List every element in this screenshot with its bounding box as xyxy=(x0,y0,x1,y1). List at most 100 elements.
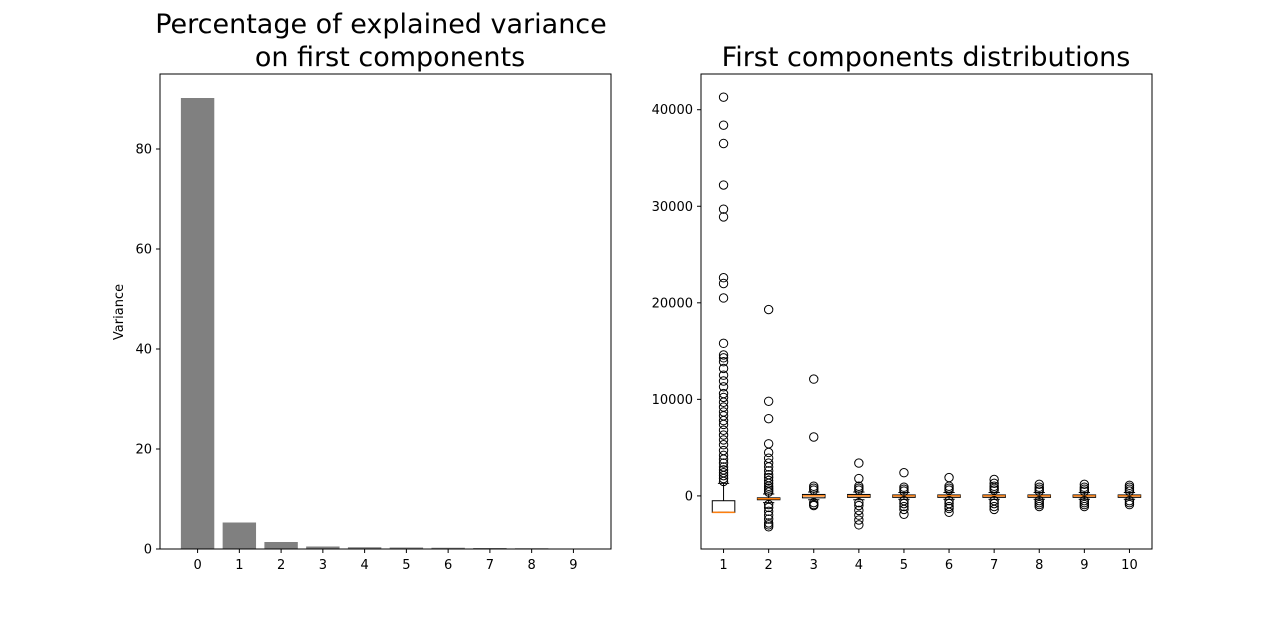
outlier-point xyxy=(718,370,729,380)
bar-6 xyxy=(431,547,465,549)
bar-1 xyxy=(222,522,257,549)
y-tick-label-60: 60 xyxy=(135,243,152,258)
x-tick-label-3: 3 xyxy=(810,558,818,573)
outlier-point xyxy=(944,496,954,506)
outlier-point xyxy=(989,483,999,493)
outlier-point xyxy=(718,473,729,484)
outlier-point xyxy=(718,350,729,360)
outlier-point xyxy=(763,466,774,476)
outlier-point xyxy=(854,520,864,530)
x-tick-label-5: 5 xyxy=(900,558,908,573)
outlier-point xyxy=(899,509,909,519)
outlier-point xyxy=(763,487,774,497)
box-10 xyxy=(1117,480,1142,510)
outlier-point xyxy=(854,515,864,525)
outlier-point xyxy=(718,419,729,430)
outlier-point xyxy=(718,293,729,303)
outlier-point xyxy=(718,357,729,367)
iqr-box xyxy=(711,500,736,513)
outlier-point xyxy=(1079,486,1090,496)
x-tick-label-1: 1 xyxy=(235,558,243,573)
outlier-point xyxy=(718,138,729,149)
outlier-point xyxy=(718,204,729,214)
x-tick-label-9: 9 xyxy=(1080,558,1088,573)
x-tick-label-7: 7 xyxy=(990,558,998,573)
outlier-point xyxy=(718,458,729,468)
outlier-point xyxy=(854,458,864,468)
x-tick-label-10: 10 xyxy=(1121,558,1138,573)
outlier-point xyxy=(989,498,999,509)
outlier-point xyxy=(718,92,729,102)
box-8 xyxy=(1027,479,1052,512)
outlier-point xyxy=(718,363,729,374)
outlier-point xyxy=(718,402,729,412)
outlier-point xyxy=(944,483,954,493)
outlier-point xyxy=(1034,479,1044,490)
y-tick-label-0: 0 xyxy=(685,489,693,504)
x-tick-label-2: 2 xyxy=(277,558,285,573)
outlier-point xyxy=(854,500,864,511)
x-tick-label-4: 4 xyxy=(360,558,368,573)
bar-chart-frame xyxy=(159,73,612,550)
outlier-point xyxy=(989,485,999,495)
outlier-point xyxy=(718,454,729,464)
outlier-point xyxy=(763,304,774,315)
x-tick-label-7: 7 xyxy=(486,558,494,573)
outlier-point xyxy=(718,278,729,289)
outlier-point xyxy=(763,510,774,520)
x-tick-label-1: 1 xyxy=(719,558,727,573)
outlier-point xyxy=(763,499,774,510)
distribution-box-chart: First components distributions 1 2 3 4 5 6 7 8 9… xyxy=(652,42,1153,573)
y-tick-label-80: 80 xyxy=(135,143,152,158)
x-tick-label-6: 6 xyxy=(444,558,452,573)
x-tick-label-9: 9 xyxy=(569,558,577,573)
outlier-point xyxy=(899,498,909,509)
outlier-point xyxy=(763,520,774,530)
outlier-point xyxy=(763,522,774,532)
outlier-point xyxy=(718,415,729,426)
x-tick-label-2: 2 xyxy=(765,558,773,573)
outlier-point xyxy=(763,475,774,486)
outlier-point xyxy=(854,483,864,493)
box-5 xyxy=(892,468,916,519)
outlier-point xyxy=(718,212,729,222)
outlier-point xyxy=(718,338,729,349)
outlier-point xyxy=(1034,501,1044,512)
outlier-point xyxy=(809,485,819,495)
outlier-point xyxy=(944,507,954,518)
bar-chart-title-line2: on first components xyxy=(255,42,525,73)
outlier-point xyxy=(899,468,909,478)
box-3 xyxy=(801,374,826,511)
x-tick-label-4: 4 xyxy=(855,558,863,573)
box-7 xyxy=(982,474,1006,515)
bar-5 xyxy=(389,547,424,549)
bar-0 xyxy=(180,98,215,549)
outlier-point xyxy=(1124,499,1135,510)
box-chart-title: First components distributions xyxy=(722,42,1131,73)
bar-chart-title-line1: Percentage of explained variance xyxy=(155,9,607,40)
outlier-point xyxy=(854,485,864,495)
outlier-point xyxy=(944,485,954,495)
outlier-point xyxy=(718,353,729,363)
outlier-point xyxy=(809,483,819,493)
x-tick-label-3: 3 xyxy=(319,558,327,573)
outlier-point xyxy=(763,453,774,463)
bar-2 xyxy=(264,542,298,549)
outlier-point xyxy=(763,447,774,458)
outlier-point xyxy=(718,376,729,386)
outlier-point xyxy=(944,472,954,483)
y-tick-label-20000: 20000 xyxy=(652,296,693,311)
box-6 xyxy=(937,472,961,518)
outlier-point xyxy=(763,506,774,517)
outlier-point xyxy=(718,430,729,440)
box-4 xyxy=(847,458,871,530)
outlier-point xyxy=(1079,479,1090,490)
outlier-point xyxy=(763,413,774,424)
y-tick-label-10000: 10000 xyxy=(652,393,693,408)
outlier-point xyxy=(718,382,729,392)
y-tick-label-20: 20 xyxy=(135,443,152,458)
y-tick-label-0: 0 xyxy=(144,543,152,558)
outlier-point xyxy=(1034,486,1044,496)
x-tick-label-8: 8 xyxy=(1035,558,1043,573)
